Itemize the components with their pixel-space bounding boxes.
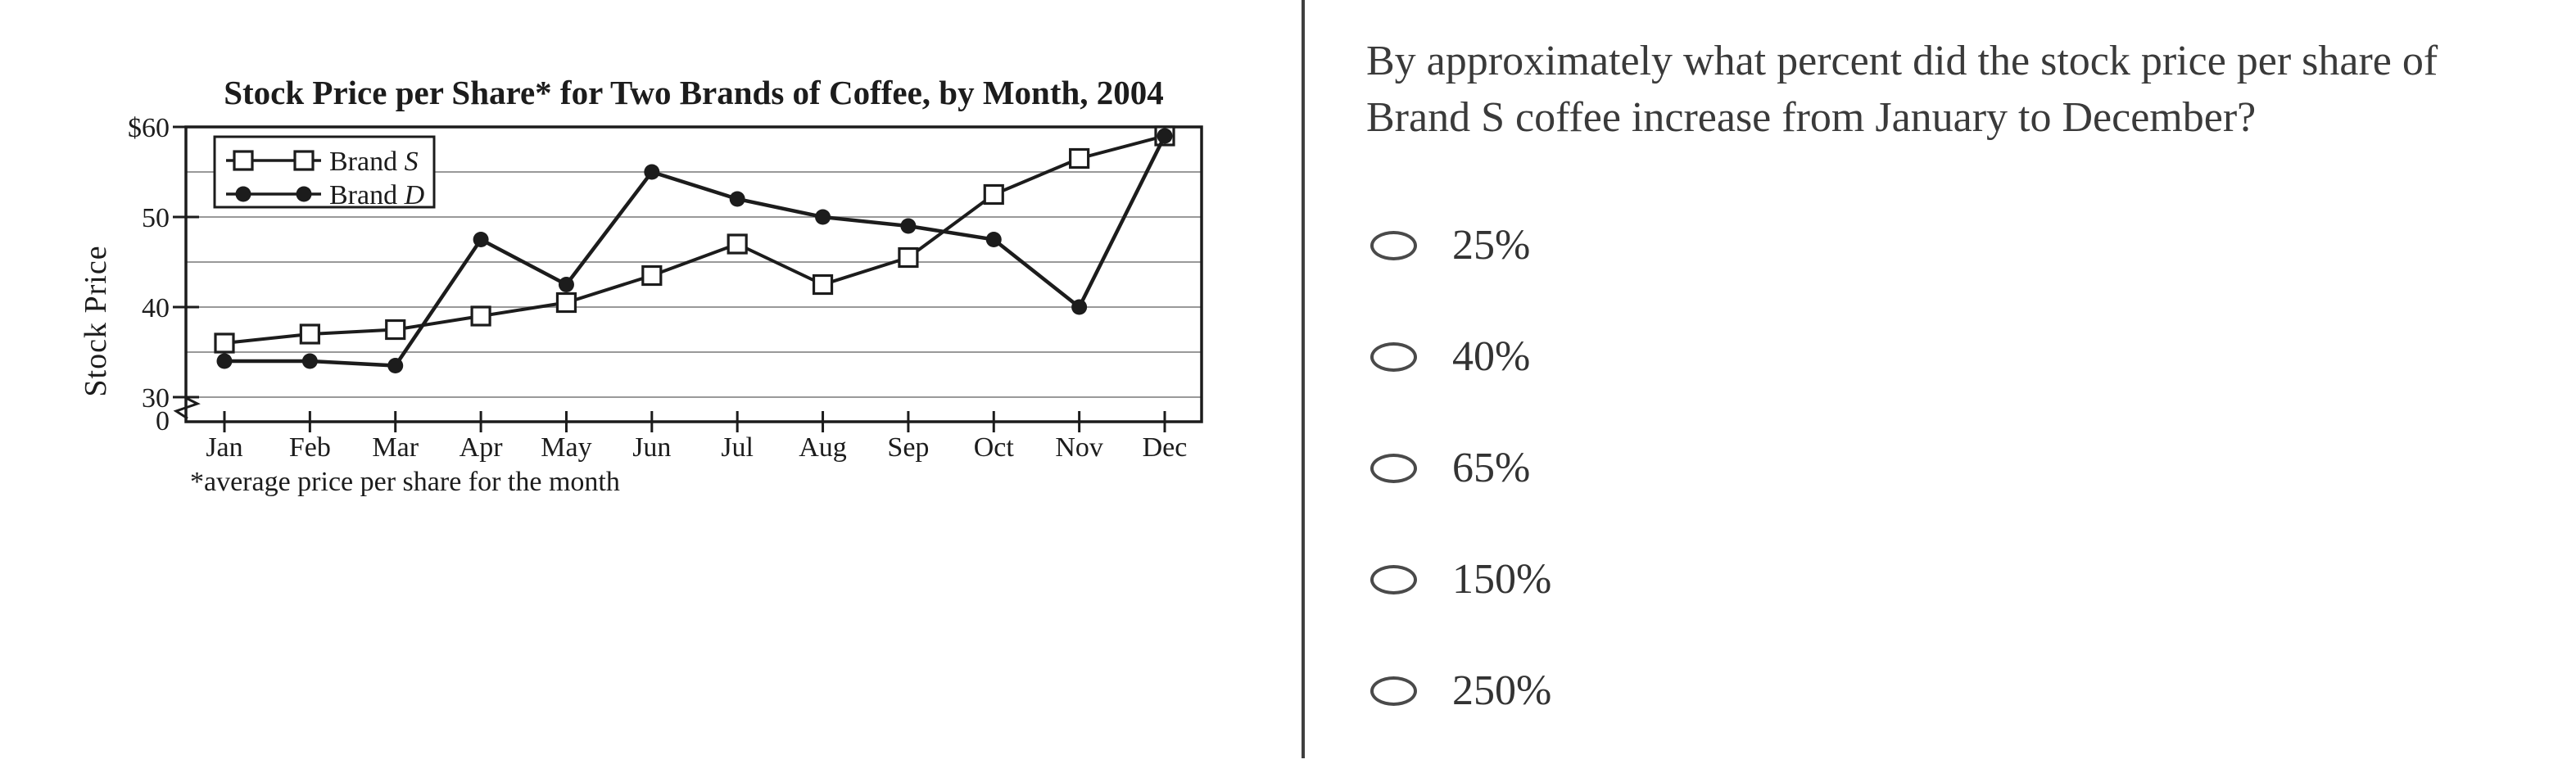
answer-options-list: 25% 40% 65% 150% 250% <box>1370 216 1551 773</box>
answer-option[interactable]: 40% <box>1370 328 1551 386</box>
filled-circle-marker <box>815 209 831 225</box>
x-axis-tick-label: Aug <box>799 432 847 463</box>
answer-option[interactable]: 65% <box>1370 439 1551 498</box>
question-panel: By approximately what percent did the st… <box>1366 0 2554 758</box>
answer-option[interactable]: 150% <box>1370 550 1551 609</box>
chart-footnote: *average price per share for the month <box>190 467 620 497</box>
filled-circle-marker <box>235 186 251 202</box>
filled-circle-marker <box>900 218 917 234</box>
x-axis-tick-label: Jun <box>632 432 671 463</box>
open-square-marker <box>812 273 834 296</box>
answer-option-label: 65% <box>1452 445 1531 491</box>
radio-button-icon[interactable] <box>1370 454 1417 483</box>
radio-button-icon[interactable] <box>1370 676 1417 706</box>
open-square-marker <box>641 264 663 287</box>
plot-border <box>184 125 1203 423</box>
open-square-marker <box>727 233 748 255</box>
open-square-marker <box>385 319 406 341</box>
filled-circle-marker <box>1071 299 1088 315</box>
y-axis-tick-label: 30 <box>142 383 170 414</box>
filled-circle-marker <box>473 232 489 247</box>
stock-price-chart: $60 50 40 300 Jan Feb Mar Apr May Jun Jul Aug Sep Oct… <box>79 74 1203 497</box>
open-square-marker <box>1069 147 1090 170</box>
x-axis-tick-label: Nov <box>1055 432 1103 463</box>
panel-divider <box>1302 0 1305 758</box>
legend-label: Brand D <box>329 180 425 210</box>
filled-circle-marker <box>729 191 745 207</box>
x-axis-tick-label: Mar <box>372 432 419 463</box>
x-axis-tick-label: May <box>541 432 591 463</box>
open-square-marker <box>898 246 919 269</box>
chart-panel: $60 50 40 30 0 Jan Feb Mar Apr May Jun Jul Aug Sep Oct… <box>0 0 1302 758</box>
open-square-marker <box>470 305 491 327</box>
x-axis-tick-label: Dec <box>1143 432 1188 463</box>
answer-option-label: 150% <box>1452 556 1552 603</box>
open-square-marker <box>555 292 577 314</box>
radio-button-icon[interactable] <box>1370 342 1417 372</box>
x-axis-tick-label: Sep <box>887 432 929 463</box>
question-text: By approximately what percent did the st… <box>1366 38 2438 141</box>
filled-circle-marker <box>216 353 233 369</box>
y-axis-label: Stock Price <box>79 245 113 396</box>
series-brand-s <box>214 125 1175 354</box>
filled-circle-marker <box>1157 128 1173 144</box>
open-square-marker <box>293 150 315 171</box>
legend-label: Brand S <box>329 147 419 177</box>
y-axis-tick-label: 40 <box>142 293 170 323</box>
filled-circle-marker <box>301 353 318 369</box>
axis-break-icon <box>173 396 201 420</box>
open-square-marker <box>983 183 1004 206</box>
y-axis-tick-label: $60 <box>128 113 170 143</box>
answer-option-label: 25% <box>1452 222 1531 269</box>
open-square-marker <box>299 323 320 345</box>
series-line <box>224 134 1166 345</box>
x-axis-tick-label: Jan <box>206 432 242 463</box>
chart-title: Stock Price per Share* for Two Brands of… <box>224 74 1164 111</box>
x-axis-tick-label: Jul <box>721 432 754 463</box>
y-axis-tick-label: 50 <box>142 203 170 233</box>
open-square-marker <box>233 150 254 171</box>
answer-option-label: 250% <box>1452 667 1552 714</box>
filled-circle-marker <box>296 186 312 202</box>
x-axis-tick-label: Feb <box>289 432 331 463</box>
x-axis-tick-label: Apr <box>460 432 504 463</box>
filled-circle-marker <box>387 358 404 373</box>
answer-option[interactable]: 25% <box>1370 216 1551 275</box>
filled-circle-marker <box>644 164 660 180</box>
filled-circle-marker <box>985 232 1002 247</box>
filled-circle-marker <box>558 277 574 292</box>
radio-button-icon[interactable] <box>1370 565 1417 594</box>
series-line <box>224 134 1167 368</box>
series-brand-d <box>216 128 1173 373</box>
answer-option-label: 40% <box>1452 333 1531 380</box>
x-axis-tick-label: Oct <box>974 432 1015 463</box>
open-square-marker <box>214 332 235 354</box>
radio-button-icon[interactable] <box>1370 231 1417 260</box>
y-axis-tick-label: 0 <box>156 406 170 436</box>
answer-option[interactable]: 250% <box>1370 662 1551 721</box>
